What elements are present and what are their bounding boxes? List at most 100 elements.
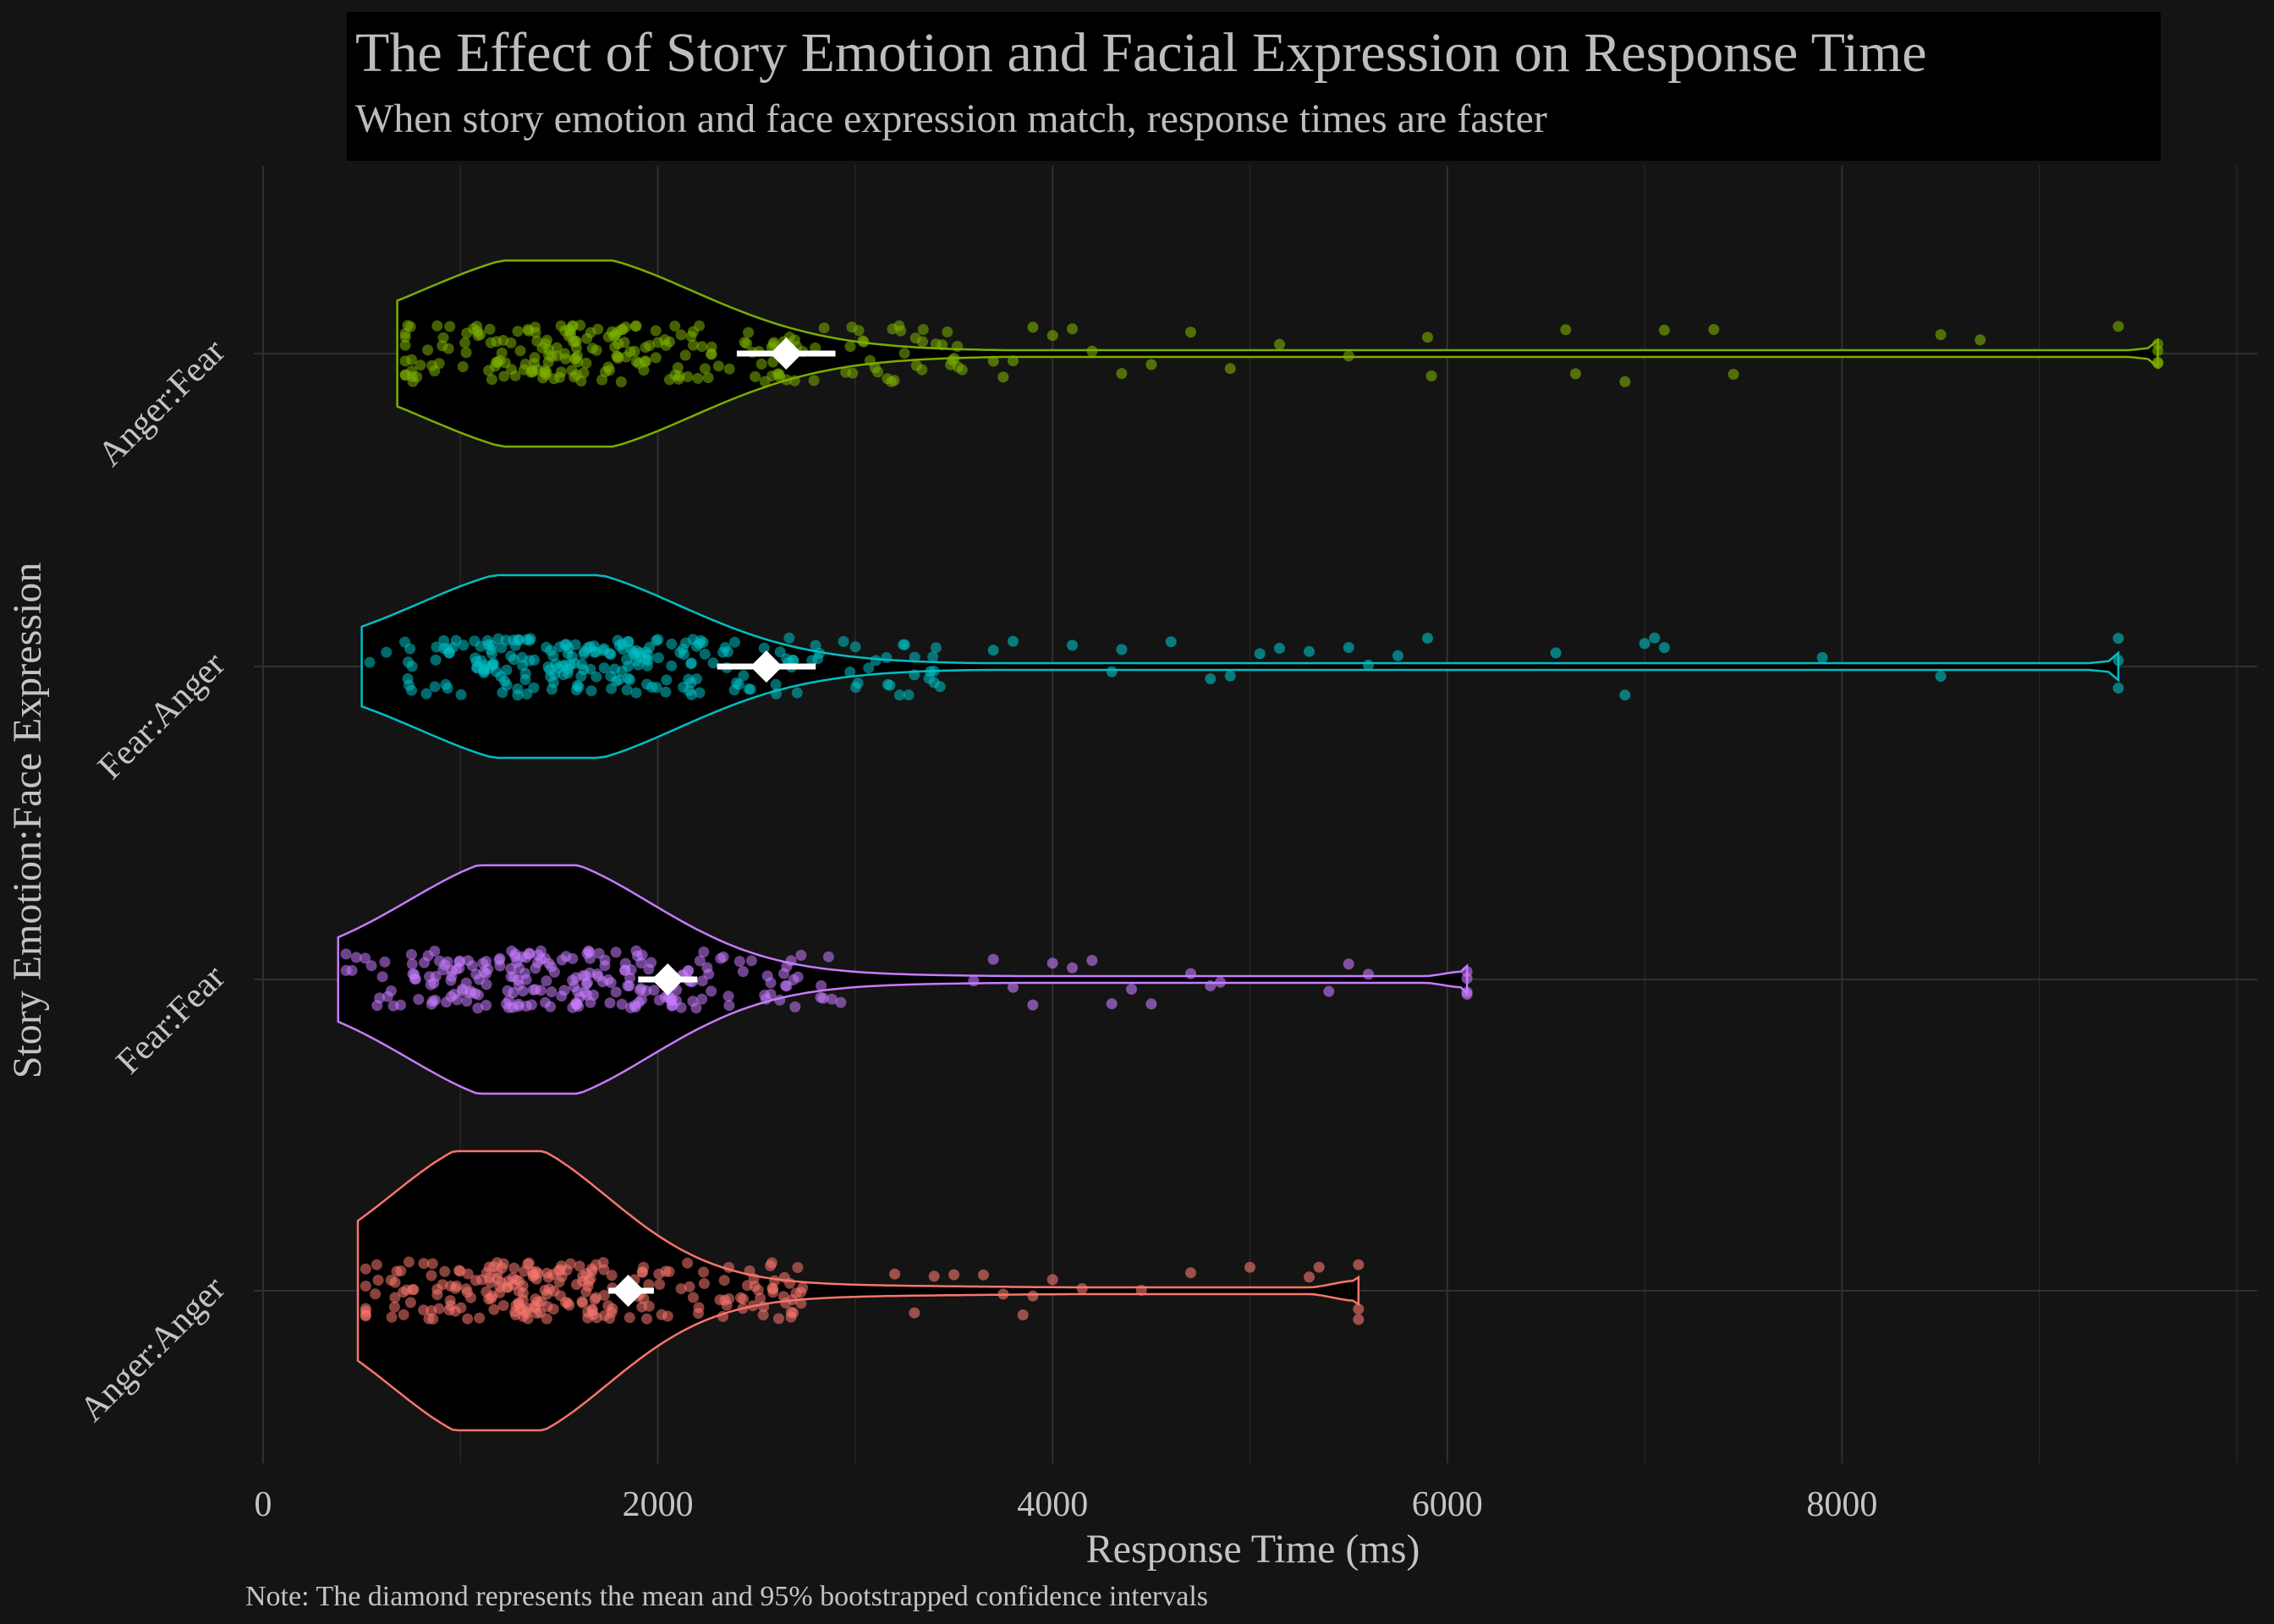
data-point [758,1301,770,1313]
data-point [693,1302,705,1314]
data-point [619,964,631,976]
mean-diamond [770,337,803,370]
outlier-point [1569,368,1581,380]
data-point [694,638,706,650]
data-point [723,1000,735,1012]
outlier-point [1619,376,1631,387]
data-point [774,994,786,1006]
data-point [439,1265,451,1277]
data-point [692,372,704,384]
data-point [942,326,953,337]
data-point [602,361,614,373]
data-point [566,365,578,376]
data-point [590,671,602,683]
data-point [640,355,652,367]
data-point [591,968,603,979]
data-point [431,641,442,653]
data-point [376,971,388,983]
data-point [792,971,804,983]
data-point [698,946,710,957]
data-point [496,642,508,654]
data-point [660,1265,672,1277]
data-point [846,321,858,333]
data-point [909,669,920,681]
x-tick-label: 6000 [1412,1485,1483,1524]
data-point [399,328,411,339]
outlier-point [1008,635,1019,647]
data-point [750,370,761,382]
outlier-point [1363,968,1374,980]
data-point [699,363,711,375]
data-point [898,639,909,650]
data-point [952,341,964,352]
data-point [643,963,655,975]
data-point [459,337,471,348]
data-point [521,634,533,645]
data-point [370,1288,382,1300]
data-point [529,352,541,364]
outlier-point [1046,330,1058,342]
data-point [684,685,695,697]
data-point [651,634,662,646]
outlier-point [1422,332,1433,343]
data-point [437,340,448,352]
data-point [364,656,376,668]
data-point [406,958,418,970]
data-point [530,326,541,338]
data-point [428,977,440,989]
data-point [431,1289,443,1301]
data-point [573,681,585,693]
data-point [571,1279,582,1291]
data-point [407,376,419,387]
data-point [707,657,719,669]
data-point [455,1302,467,1314]
data-point [781,961,793,973]
outlier-point [1461,966,1473,978]
data-point [371,1259,382,1270]
outlier-point [1224,670,1236,682]
outlier-point [1975,334,1986,346]
data-point [455,689,467,700]
data-point [696,341,708,353]
data-point [937,339,948,351]
data-point [755,1292,766,1304]
outlier-point [1106,666,1118,678]
violin-group [356,1149,1365,1432]
outlier-point [1313,1261,1325,1273]
data-point [728,684,740,696]
data-point [789,1001,801,1012]
data-point [448,988,460,1000]
data-point [420,688,432,700]
data-point [438,634,450,646]
data-point [847,367,859,379]
data-point [486,648,498,660]
data-point [531,364,543,376]
data-point [488,1303,500,1315]
data-point [524,1257,535,1269]
data-point [698,1266,710,1278]
data-point [930,642,942,654]
data-point [698,1278,710,1289]
data-point [765,988,777,1000]
data-point [701,962,713,974]
data-point [660,686,672,698]
data-point [505,337,517,348]
data-point [610,986,622,998]
data-point [422,344,434,356]
data-point [340,964,352,976]
data-point [675,1283,687,1295]
data-point [780,1298,792,1309]
data-point [666,638,678,650]
data-point [675,1001,687,1013]
outlier-point [1224,363,1236,375]
data-point [817,992,829,1004]
data-point [643,1279,655,1291]
data-point [623,1312,635,1324]
data-point [773,1313,784,1325]
outlier-point [1343,350,1354,362]
data-point [652,652,664,664]
outlier-point [1425,370,1437,381]
data-point [522,1313,534,1325]
data-point [694,320,706,332]
data-point [623,980,635,992]
